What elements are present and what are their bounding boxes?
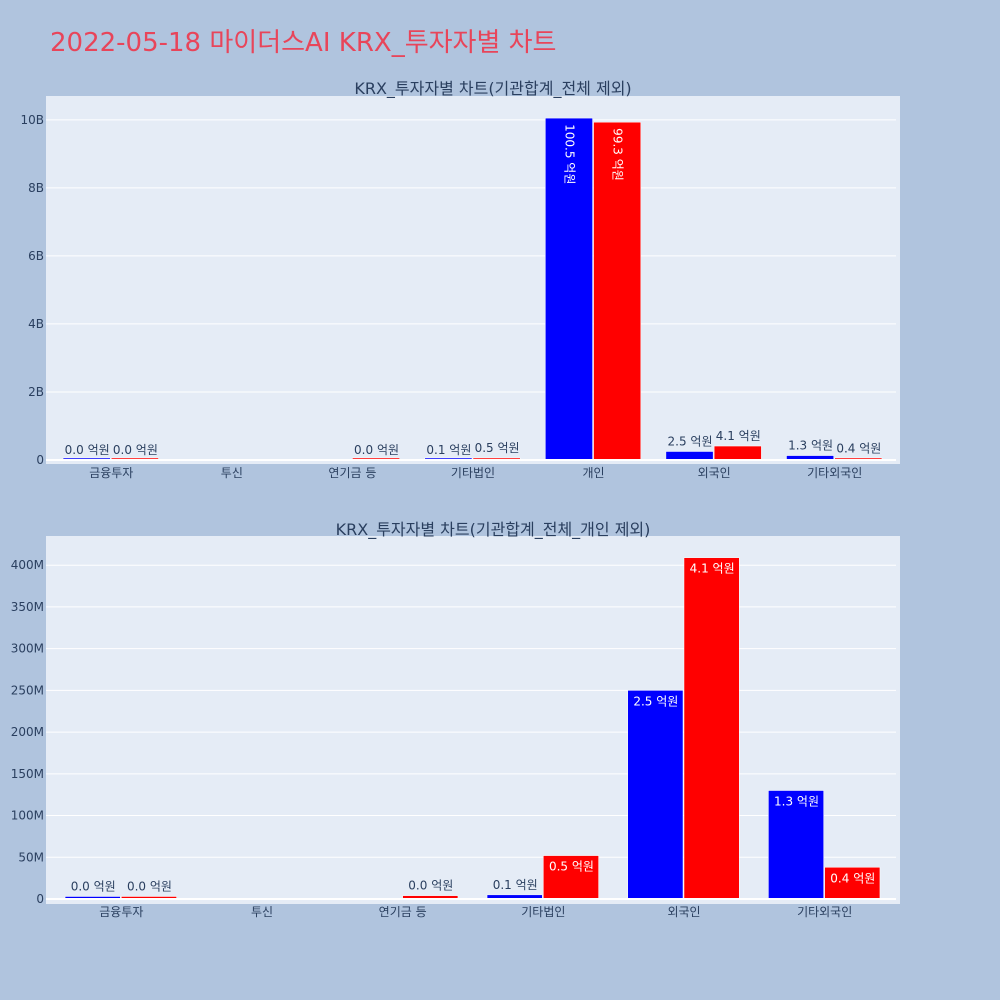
y-tick-label: 100M: [11, 809, 44, 823]
x-tick-label: 개인: [583, 466, 605, 480]
bar: [543, 855, 599, 900]
y-tick-label: 0: [36, 453, 44, 467]
bar: [768, 790, 824, 900]
data-label: 1.3 억원: [774, 795, 819, 809]
y-tick-label: 250M: [11, 683, 44, 697]
chart-1: 0 2B 4B 6B 8B 10B KRX_투자자별 차트(기관합계_전체 제외) 금융투자 0…: [20, 79, 900, 480]
x-tick-label: 투신: [221, 466, 243, 480]
data-label: 0.0 억원: [113, 443, 158, 457]
y-tick-label: 6B: [28, 249, 44, 263]
data-label: 0.0 억원: [408, 879, 453, 893]
data-label: 0.0 억원: [127, 879, 172, 893]
data-label: 2.5 억원: [633, 694, 678, 708]
y-tick-label: 350M: [11, 600, 44, 614]
x-tick-label: 연기금 등: [328, 466, 376, 480]
data-label: 0.0 억원: [354, 443, 399, 457]
y-tick-label: 8B: [28, 181, 44, 195]
bar: [665, 451, 714, 461]
x-tick-label: 기타외국인: [797, 905, 852, 919]
x-tick-label: 금융투자: [89, 466, 133, 480]
y-tick-label: 10B: [20, 113, 44, 127]
bar: [713, 445, 762, 461]
y-tick-label: 0: [36, 892, 44, 906]
data-label: 0.5 억원: [475, 441, 520, 455]
data-label: 0.0 억원: [65, 443, 110, 457]
data-label: 4.1 억원: [690, 562, 735, 576]
x-tick-label: 외국인: [667, 905, 700, 919]
chart-title: KRX_투자자별 차트(기관합계_전체 제외): [354, 79, 631, 99]
x-tick-label: 연기금 등: [379, 905, 427, 919]
data-label: 0.4 억원: [836, 442, 881, 456]
bar: [627, 690, 684, 900]
y-tick-label: 400M: [11, 558, 44, 572]
x-tick-label: 외국인: [698, 466, 731, 480]
data-label: 0.4 억원: [830, 871, 875, 885]
y-tick-label: 150M: [11, 767, 44, 781]
x-tick-label: 기타외국인: [807, 466, 862, 480]
plot-area: [46, 96, 900, 464]
data-label: 99.3 억원: [611, 128, 625, 181]
bar: [545, 117, 593, 461]
chart-2: 0 50M 100M 150M 200M 250M 300M 350M 400M KRX_투자자별…: [11, 520, 900, 919]
x-tick-label: 기타법인: [451, 466, 495, 480]
chart-title: KRX_투자자별 차트(기관합계_전체_개인 제외): [336, 520, 651, 540]
data-label: 100.5 억원: [562, 124, 576, 184]
data-label: 4.1 억원: [716, 429, 761, 443]
x-tick-label: 투신: [251, 905, 273, 919]
bar: [593, 121, 642, 461]
data-label: 2.5 억원: [668, 434, 713, 448]
data-label: 0.1 억원: [426, 443, 471, 457]
y-tick-label: 4B: [28, 317, 44, 331]
plot-area: [46, 536, 900, 904]
data-label: 0.5 억원: [549, 860, 594, 874]
data-label: 1.3 억원: [788, 439, 833, 453]
y-tick-label: 200M: [11, 725, 44, 739]
x-tick-label: 기타법인: [521, 905, 565, 919]
bar: [824, 867, 881, 900]
page-title: 2022-05-18 마이더스AI KRX_투자자별 차트: [50, 28, 557, 58]
y-tick-label: 300M: [11, 642, 44, 656]
data-label: 0.1 억원: [493, 878, 538, 892]
bar: [683, 557, 740, 900]
y-tick-label: 2B: [28, 385, 44, 399]
y-tick-label: 50M: [18, 850, 44, 864]
x-tick-label: 금융투자: [99, 905, 143, 919]
data-label: 0.0 억원: [71, 879, 116, 893]
